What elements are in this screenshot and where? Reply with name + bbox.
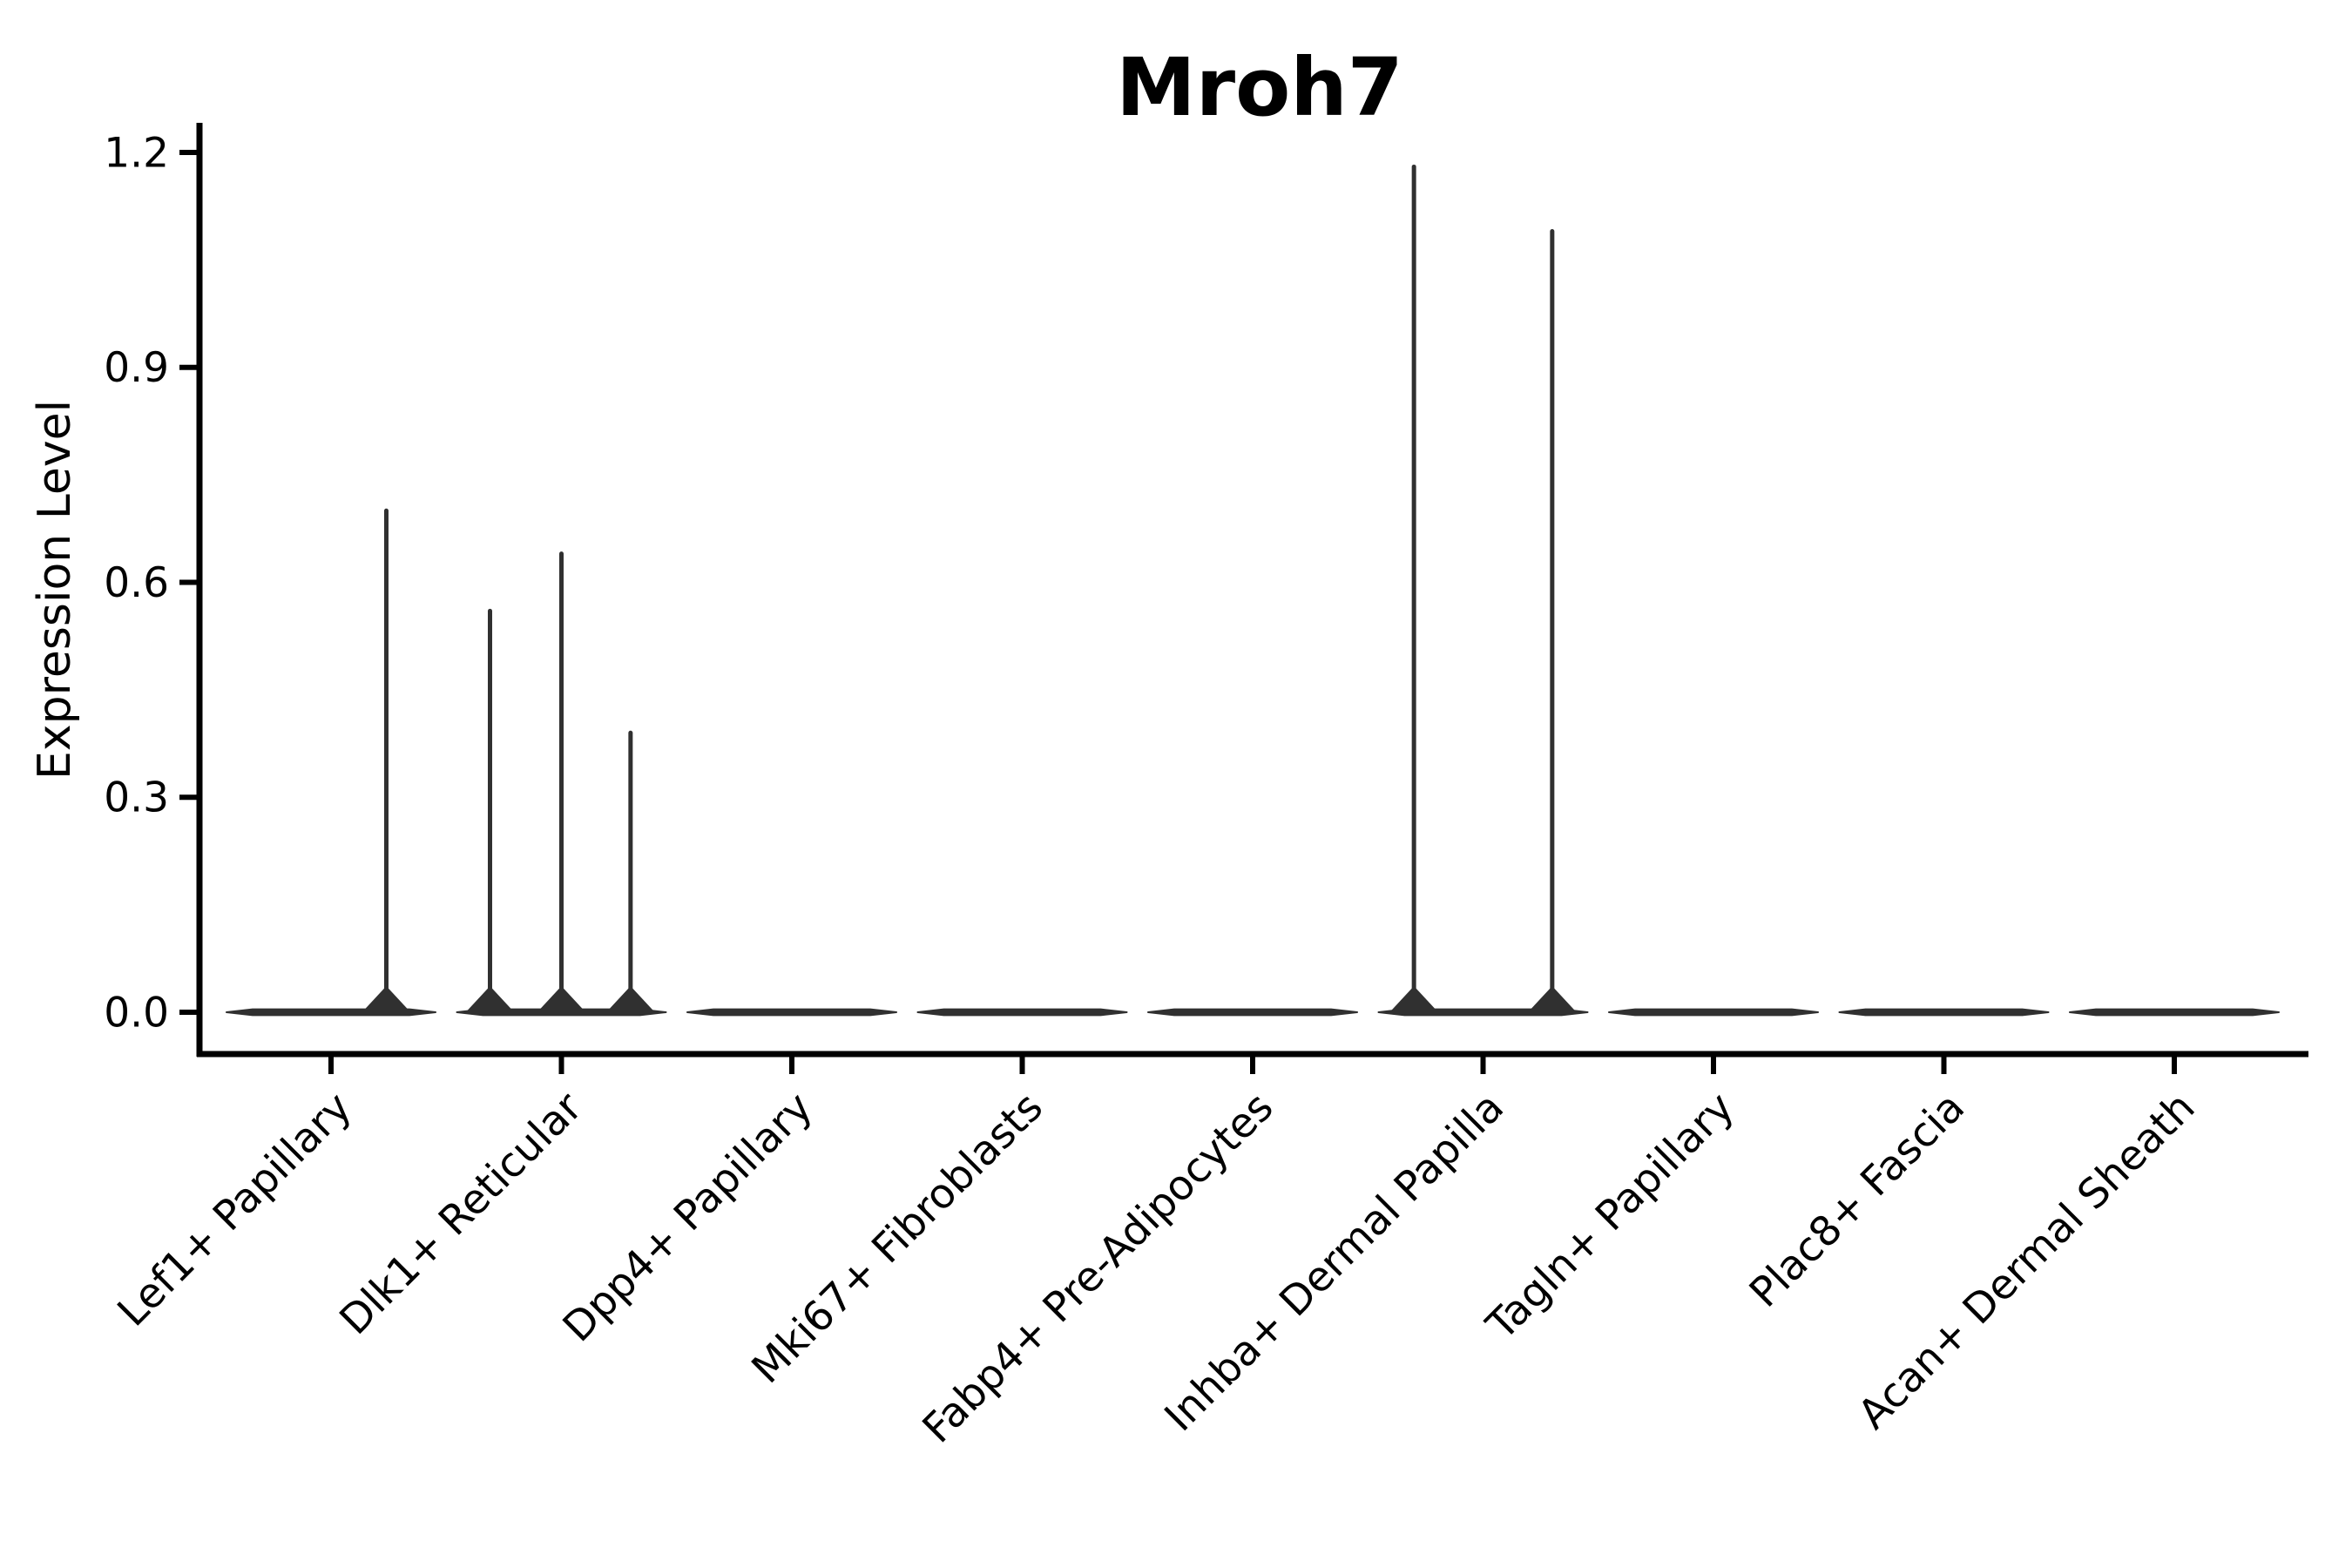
violin-body [686,1008,897,1017]
violin-body [916,1008,1128,1017]
violin-body [226,1008,436,1017]
y-tick-label: 0.6 [104,559,169,607]
y-tick-label: 0.0 [104,989,169,1037]
x-tick-label: Tagln+ Papillary [1477,1084,1744,1350]
x-tick-label: Lef1+ Papillary [109,1084,362,1336]
violin-body [1608,1008,1819,1017]
y-tick-label: 0.3 [104,774,169,822]
violin-body [1838,1008,2050,1017]
x-tick-label: Dlk1+ Reticular [331,1083,592,1344]
violin-body [1147,1008,1358,1017]
violin-body [2069,1008,2280,1017]
x-tick-label: Plac8+ Fascia [1740,1084,1974,1317]
y-tick-label: 1.2 [104,129,169,177]
y-tick-label: 0.9 [104,344,169,392]
chart-title: Mroh7 [1116,41,1403,134]
y-axis-label: Expression Level [29,400,81,780]
x-tick-label: Dpp4+ Papillary [554,1084,822,1352]
